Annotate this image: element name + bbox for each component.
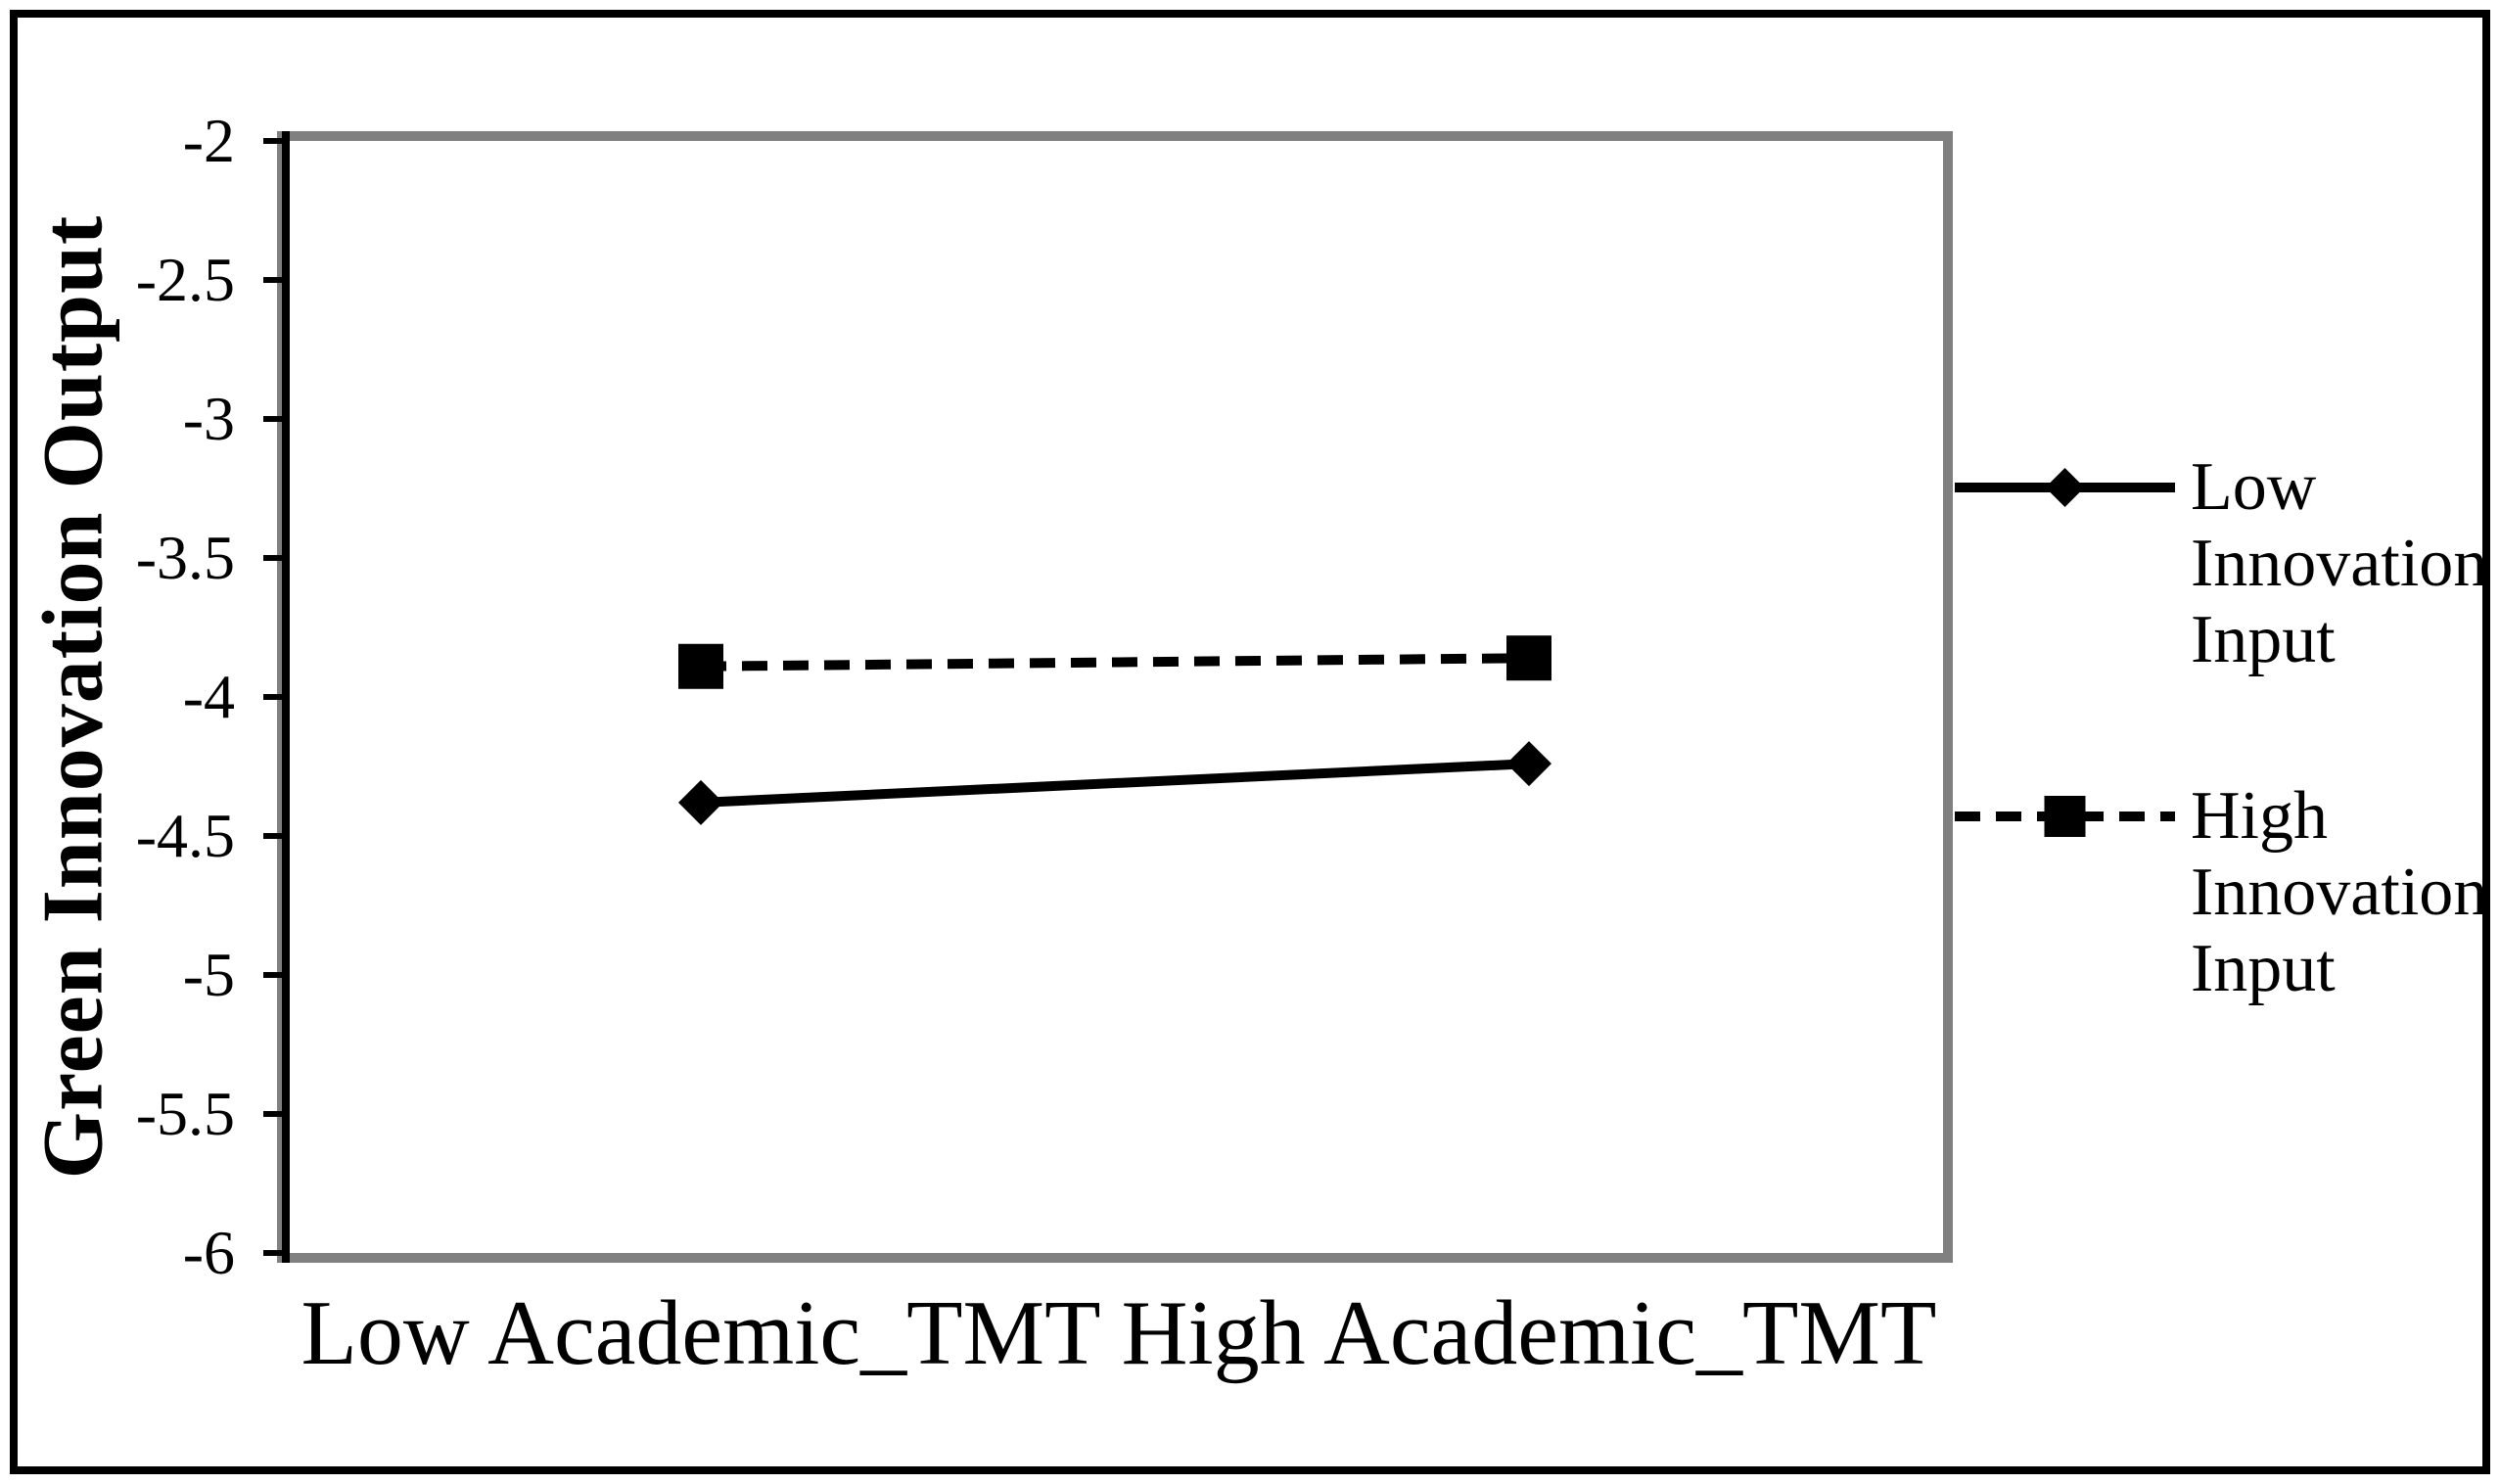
x-category-label: Low Academic_TMT bbox=[301, 1282, 1101, 1384]
y-axis-tick-mark bbox=[263, 1250, 287, 1256]
series-marker-diamond-icon bbox=[678, 779, 723, 825]
series-marker-diamond-icon bbox=[1506, 741, 1551, 787]
legend-label: High Innovation Input bbox=[2191, 778, 2488, 1006]
y-axis-tick-mark bbox=[263, 555, 287, 561]
series-marker-square-icon bbox=[678, 643, 723, 689]
figure-border bbox=[10, 10, 2490, 1474]
legend-label: Low Innovation Input bbox=[2191, 449, 2488, 677]
legend-entry-high-innovation-input: High Innovation Input bbox=[1955, 778, 2487, 1007]
legend-square-icon bbox=[2044, 796, 2086, 837]
series-plot bbox=[678, 635, 1551, 825]
y-axis-tick-mark bbox=[263, 972, 287, 978]
y-tick-label: -2.5 bbox=[135, 245, 235, 314]
series-line-low-innovation-input bbox=[700, 759, 1530, 808]
y-tick-label: -6 bbox=[182, 1218, 235, 1287]
legend-diamond-icon bbox=[2045, 468, 2085, 507]
y-axis-tick-mark bbox=[263, 694, 287, 700]
legend-entry-low-innovation-input: Low Innovation Input bbox=[1955, 449, 2487, 678]
y-tick-label: -2 bbox=[182, 106, 235, 175]
y-tick-label: -5 bbox=[182, 940, 235, 1009]
y-tick-label: -3 bbox=[182, 384, 235, 453]
series-marker-square-icon bbox=[1506, 635, 1551, 681]
y-axis-tick-mark bbox=[263, 277, 287, 283]
y-tick-label: -4 bbox=[182, 662, 235, 731]
y-axis-tick-mark bbox=[263, 833, 287, 839]
legend-sample-line bbox=[1955, 468, 2175, 507]
y-tick-label: -3.5 bbox=[135, 523, 235, 592]
y-tick-label: -4.5 bbox=[135, 801, 235, 870]
y-axis-tick-mark bbox=[263, 416, 287, 422]
plot-area bbox=[277, 131, 1953, 1263]
series-line-high-innovation-input bbox=[700, 653, 1530, 672]
legend-sample-line bbox=[1955, 796, 2175, 837]
y-axis-tick-mark bbox=[263, 138, 287, 144]
x-category-label: High Academic_TMT bbox=[1121, 1282, 1937, 1384]
y-axis-tick-mark bbox=[263, 1111, 287, 1117]
y-tick-label: -5.5 bbox=[135, 1079, 235, 1148]
